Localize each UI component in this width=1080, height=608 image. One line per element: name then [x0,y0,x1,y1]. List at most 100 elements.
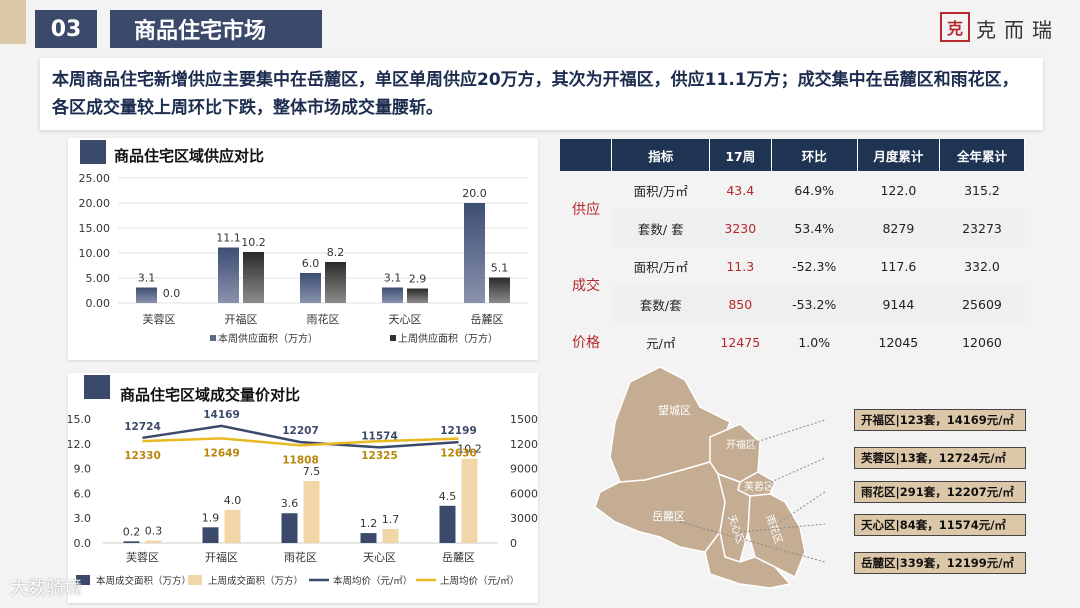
x-tick-label: 岳麓区 [471,313,504,326]
summary-text: 本周商品住宅新增供应主要集中在岳麓区，单区单周供应20万方，其次为开福区，供应1… [40,58,1043,130]
legend-swatch [210,335,216,341]
x-tick-label: 开福区 [205,550,238,564]
cell-year: 315.2 [964,182,1000,198]
cell-year: 12060 [962,334,1002,350]
price-label: 12649 [203,447,240,459]
y-tick-label-right: 9000 [510,463,538,476]
map-name-wangcheng: 望城区 [658,404,691,417]
price-label: 14169 [203,409,240,421]
data-label: 8.2 [327,246,345,259]
price-label: 12724 [124,421,161,433]
cell-change: -53.2% [771,285,858,323]
legend-label: 上周成交面积（万方） [208,575,303,587]
market-summary-table: 指标 17周 环比 月度累计 全年累计 供应 面积/万㎡ 43.4 64.9% … [560,139,1026,361]
supply-chart: 25.00 20.00 15.00 10.00 5.00 0.00 3.1 0.0 芙蓉区 11.… [79,172,528,345]
map-name-kaifu: 开福区 [726,438,756,451]
price-label: 12207 [282,425,319,437]
data-label: 3.1 [384,272,402,285]
price-label: 12330 [124,450,161,462]
district-map: 望城区 开福区 芙蓉区 岳麓区 天心区 雨花区 [594,366,826,589]
legend-label: 本周供应面积（万方） [218,332,318,345]
group-label-price: 价格 [571,335,600,351]
brand-logo-icon: 克 [940,12,970,42]
table-row: 成交 面积/万㎡ 11.3 -52.3% 117.6 332.0 [560,247,1025,295]
cell-month: 9144 [857,285,940,323]
y-tick-label-right: 15000 [510,413,538,426]
bar [407,288,428,303]
y-tick-label-left: 0.0 [74,537,92,550]
table-header-change: 环比 [771,139,858,171]
legend-label: 上周均价（元/㎡） [440,575,519,587]
cell-week: 12475 [720,334,761,350]
title-square-icon [84,375,110,399]
y-tick-label-left: 3.0 [74,512,92,525]
table-row: 供应 面积/万㎡ 43.4 64.9% 122.0 315.2 [560,171,1025,219]
y-tick-label: 15.00 [79,222,111,235]
leader-line [749,419,826,445]
x-tick-label: 天心区 [363,551,396,564]
cell-year: 25609 [939,285,1025,323]
table-header-month: 月度累计 [857,139,940,171]
price-label: 12199 [440,425,477,437]
supply-chart-title: 商品住宅区域供应对比 [114,147,265,165]
legend-swatch [76,575,90,585]
data-label: 5.1 [491,262,509,275]
bar [300,273,321,303]
data-label: 10.2 [241,236,266,249]
y-tick-label: 25.00 [79,172,111,185]
data-label: 6.0 [302,257,320,270]
map-label-yuhua: 雨花区|291套，12207元/㎡ [854,481,1026,503]
cell-unit: 面积/万㎡ [633,259,688,275]
cell-month: 12045 [878,334,919,350]
cell-unit: 套数/ 套 [611,209,710,247]
cell-change: 1.0% [798,334,831,350]
cell-year: 332.0 [964,258,1000,274]
bar [464,203,485,303]
legend-label: 本周成交面积（万方） [96,575,191,587]
bar [489,277,510,303]
y-tick-label: 20.00 [79,197,111,210]
bar [325,262,346,303]
cell-unit: 面积/万㎡ [633,183,688,199]
map-region-yuelu [594,461,726,553]
map-region-south [704,530,792,589]
x-tick-label: 岳麓区 [442,551,475,564]
y-tick-label: 5.00 [86,272,111,285]
legend-swatch [188,575,202,585]
y-tick-label-right: 3000 [510,512,538,525]
table-row: 价格 元/㎡ 12475 1.0% 12045 12060 [560,323,1025,361]
cell-unit: 元/㎡ [646,335,676,351]
price-line [142,424,459,449]
section-number: 03 [35,10,97,48]
y-tick-label-left: 12.0 [68,438,91,451]
data-label: 10.2 [457,443,482,456]
deal-chart-panel: 商品住宅区域成交量价对比 15.0 12.0 9.0 6.0 3.0 0.0 15000 12… [68,373,538,603]
bar [218,247,239,303]
price-label: 12325 [361,450,398,462]
table-row: 套数/ 套 3230 53.4% 8279 23273 [560,209,1025,247]
y-tick-label-left: 9.0 [74,463,92,476]
y-tick-label-left: 15.0 [68,413,91,426]
cell-month: 117.6 [880,258,917,274]
deal-chart: 15.0 12.0 9.0 6.0 3.0 0.0 15000 12000 9000 6000 30… [68,409,538,587]
x-tick-label: 雨花区 [307,313,340,326]
x-tick-label: 开福区 [225,312,258,326]
x-tick-label: 芙蓉区 [126,550,159,564]
legend-label: 上周供应面积（万方） [398,332,498,345]
data-label: 4.0 [224,494,242,507]
cell-month: 122.0 [880,182,917,198]
bar [382,287,403,303]
bar [145,540,162,543]
table-header-week: 17周 [709,139,772,171]
bar [461,458,478,543]
data-label: 1.2 [360,517,378,530]
cell-change: 53.4% [771,209,858,247]
bar [224,509,241,543]
bar [360,533,377,543]
legend-label: 本周均价（元/㎡） [333,575,412,587]
cell-month: 8279 [857,209,940,247]
x-tick-label: 天心区 [389,313,422,326]
map-label-yuelu: 岳麓区|339套，12199元/㎡ [854,552,1026,574]
data-label: 2.9 [409,273,427,286]
bar [303,481,320,543]
